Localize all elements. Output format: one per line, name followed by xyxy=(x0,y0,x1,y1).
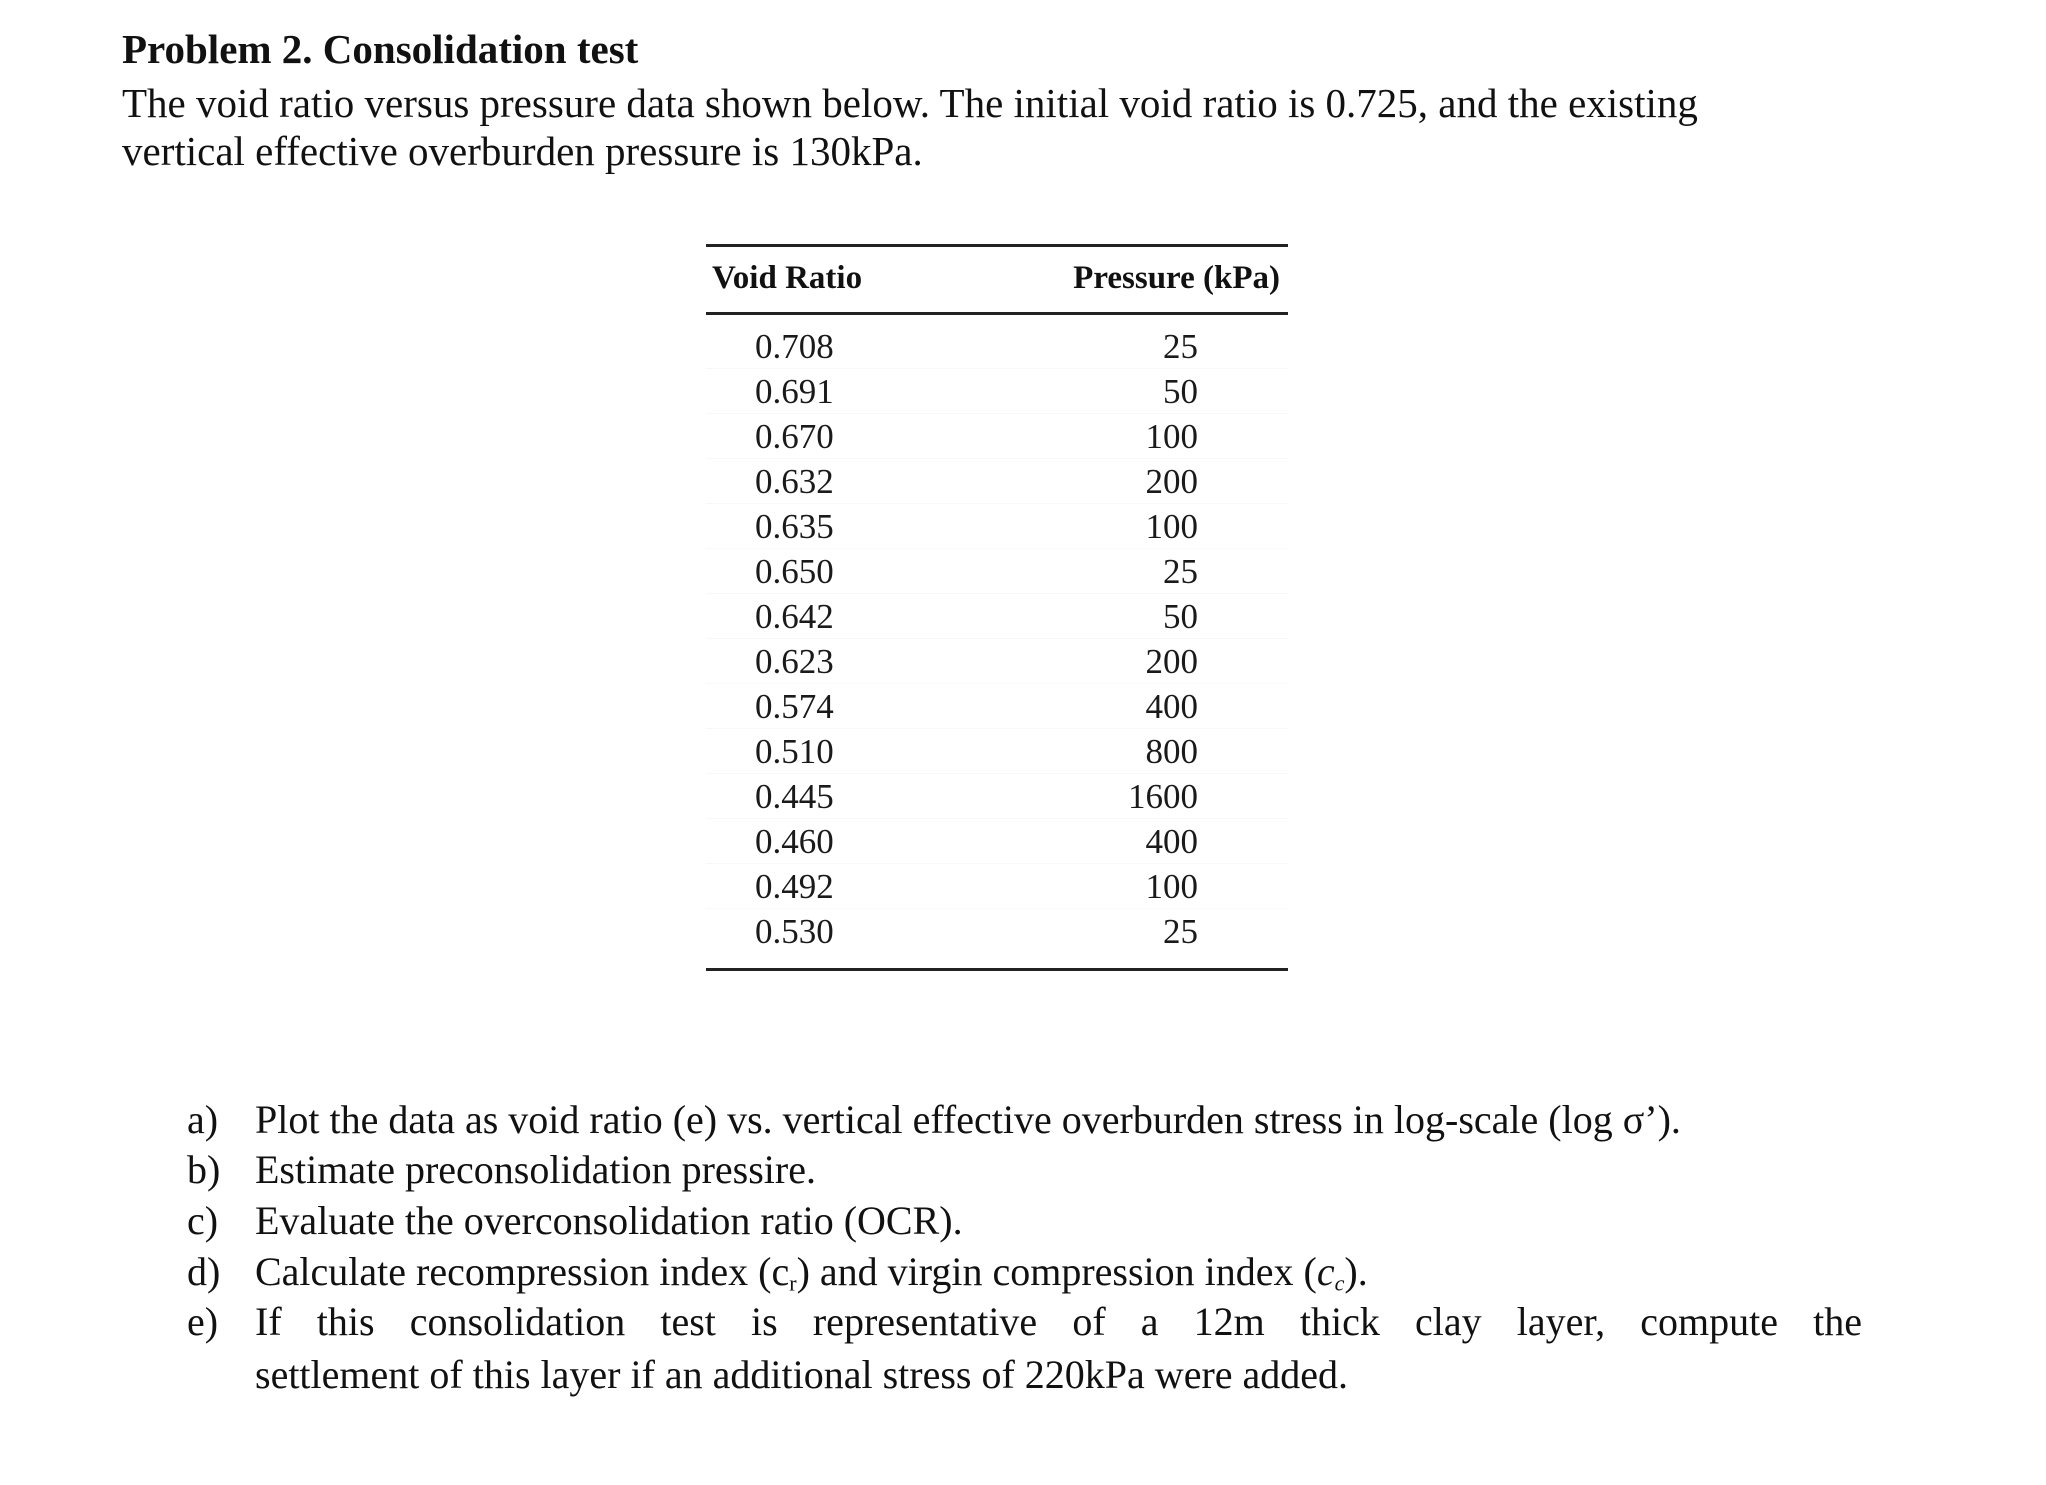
question-label: a) xyxy=(187,1097,219,1142)
pressure-cell: 100 xyxy=(1145,417,1199,456)
void-ratio-cell: 0.574 xyxy=(755,687,834,726)
question-text-part: ). xyxy=(1344,1249,1368,1294)
question-label: d) xyxy=(187,1249,221,1294)
table-row: 0.650 25 xyxy=(706,549,1288,594)
table-bottom-rule xyxy=(706,968,1288,971)
table-row: 0.708 25 xyxy=(706,324,1288,369)
question-text: If this consolidation test is representa… xyxy=(255,1299,1862,1344)
table-row: 0.445 1600 xyxy=(706,774,1288,819)
table-row: 0.623 200 xyxy=(706,639,1288,684)
void-ratio-cell: 0.510 xyxy=(755,732,834,771)
question-label: e) xyxy=(187,1299,219,1344)
void-ratio-cell: 0.623 xyxy=(755,642,834,681)
column-header-pressure: Pressure (kPa) xyxy=(1073,260,1280,296)
question-text-part: Calculate recompression index (c xyxy=(255,1249,790,1294)
table-top-rule xyxy=(706,244,1288,247)
table-row: 0.670 100 xyxy=(706,414,1288,459)
pressure-cell: 1600 xyxy=(1128,777,1198,816)
void-ratio-cell: 0.460 xyxy=(755,822,834,861)
void-ratio-cell: 0.650 xyxy=(755,552,834,591)
table-row: 0.460 400 xyxy=(706,819,1288,864)
table-row: 0.574 400 xyxy=(706,684,1288,729)
question-label: c) xyxy=(187,1198,219,1243)
intro-text-line-2: vertical effective overburden pressure i… xyxy=(122,128,923,174)
void-ratio-cell: 0.691 xyxy=(755,372,834,411)
problem-title: Problem 2. Consolidation test xyxy=(122,26,639,72)
column-header-void-ratio: Void Ratio xyxy=(712,260,863,296)
question-text: Evaluate the overconsolidation ratio (OC… xyxy=(255,1198,963,1243)
question-text: Calculate recompression index (cr) and v… xyxy=(255,1247,1368,1309)
pressure-cell: 400 xyxy=(1145,822,1199,861)
question-text: Estimate preconsolidation pressire. xyxy=(255,1147,816,1192)
pressure-cell: 400 xyxy=(1145,687,1199,726)
table-header-rule xyxy=(706,312,1288,315)
pressure-cell: 25 xyxy=(1163,912,1198,951)
subscript-r: r xyxy=(789,1270,797,1296)
table-body: 0.708 25 0.691 50 0.670 100 0.632 200 0.635 1… xyxy=(706,324,1288,954)
intro-text-line-1: The void ratio versus pressure data show… xyxy=(122,80,1698,126)
void-ratio-cell: 0.632 xyxy=(755,462,834,501)
question-label: b) xyxy=(187,1147,221,1192)
question-text-part: ) and virgin compression index ( xyxy=(796,1249,1317,1294)
void-ratio-cell: 0.642 xyxy=(755,597,834,636)
table-row: 0.635 100 xyxy=(706,504,1288,549)
table-row: 0.492 100 xyxy=(706,864,1288,909)
pressure-cell: 200 xyxy=(1145,642,1199,681)
table-row: 0.510 800 xyxy=(706,729,1288,774)
pressure-cell: 100 xyxy=(1145,507,1199,546)
void-ratio-cell: 0.670 xyxy=(755,417,834,456)
void-ratio-cell: 0.492 xyxy=(755,867,834,906)
question-text: Plot the data as void ratio (e) vs. vert… xyxy=(255,1097,1681,1142)
question-e-continuation: settlement of this layer if an additiona… xyxy=(255,1352,1349,1397)
pressure-cell: 800 xyxy=(1145,732,1199,771)
pressure-cell: 25 xyxy=(1163,327,1198,366)
italic-c: c xyxy=(1316,1249,1335,1294)
void-ratio-cell: 0.445 xyxy=(755,777,834,816)
pressure-cell: 50 xyxy=(1163,597,1198,636)
void-ratio-cell: 0.635 xyxy=(755,507,834,546)
subscript-c: c xyxy=(1334,1270,1345,1296)
pressure-cell: 100 xyxy=(1145,867,1199,906)
pressure-cell: 50 xyxy=(1163,372,1198,411)
table-row: 0.530 25 xyxy=(706,909,1288,954)
void-ratio-cell: 0.708 xyxy=(755,327,834,366)
pressure-cell: 25 xyxy=(1163,552,1198,591)
table-row: 0.691 50 xyxy=(706,369,1288,414)
table-row: 0.642 50 xyxy=(706,594,1288,639)
void-ratio-cell: 0.530 xyxy=(755,912,834,951)
pressure-cell: 200 xyxy=(1145,462,1199,501)
table-row: 0.632 200 xyxy=(706,459,1288,504)
